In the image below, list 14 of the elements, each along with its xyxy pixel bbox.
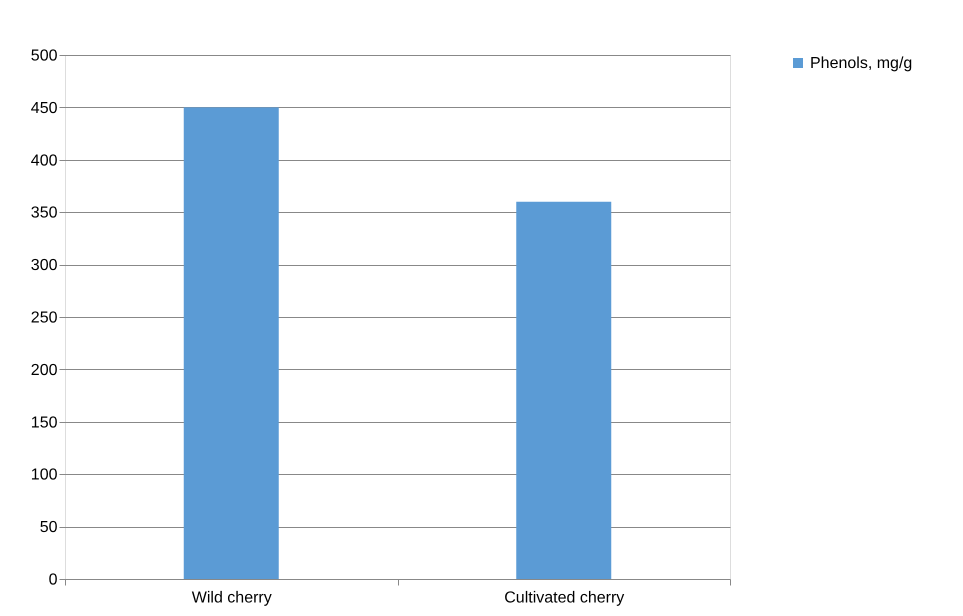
y-tick-label: 0 <box>48 572 58 588</box>
y-tick-label: 500 <box>30 48 58 64</box>
x-tick-label: Cultivated cherry <box>504 590 624 606</box>
y-tick-label: 300 <box>30 257 58 274</box>
x-tick-label: Wild cherry <box>192 590 272 606</box>
y-tick-label: 200 <box>30 362 58 379</box>
legend-label: Phenols, mg/g <box>810 55 912 72</box>
y-tick-label: 150 <box>30 414 58 432</box>
y-tick-label: 450 <box>30 100 58 117</box>
y-tick-label: 50 <box>40 519 58 536</box>
y-tick-label: 350 <box>30 204 58 222</box>
y-tick-label: 250 <box>30 310 58 326</box>
y-tick-label: 400 <box>30 152 58 170</box>
y-tick-label: 100 <box>30 466 58 484</box>
